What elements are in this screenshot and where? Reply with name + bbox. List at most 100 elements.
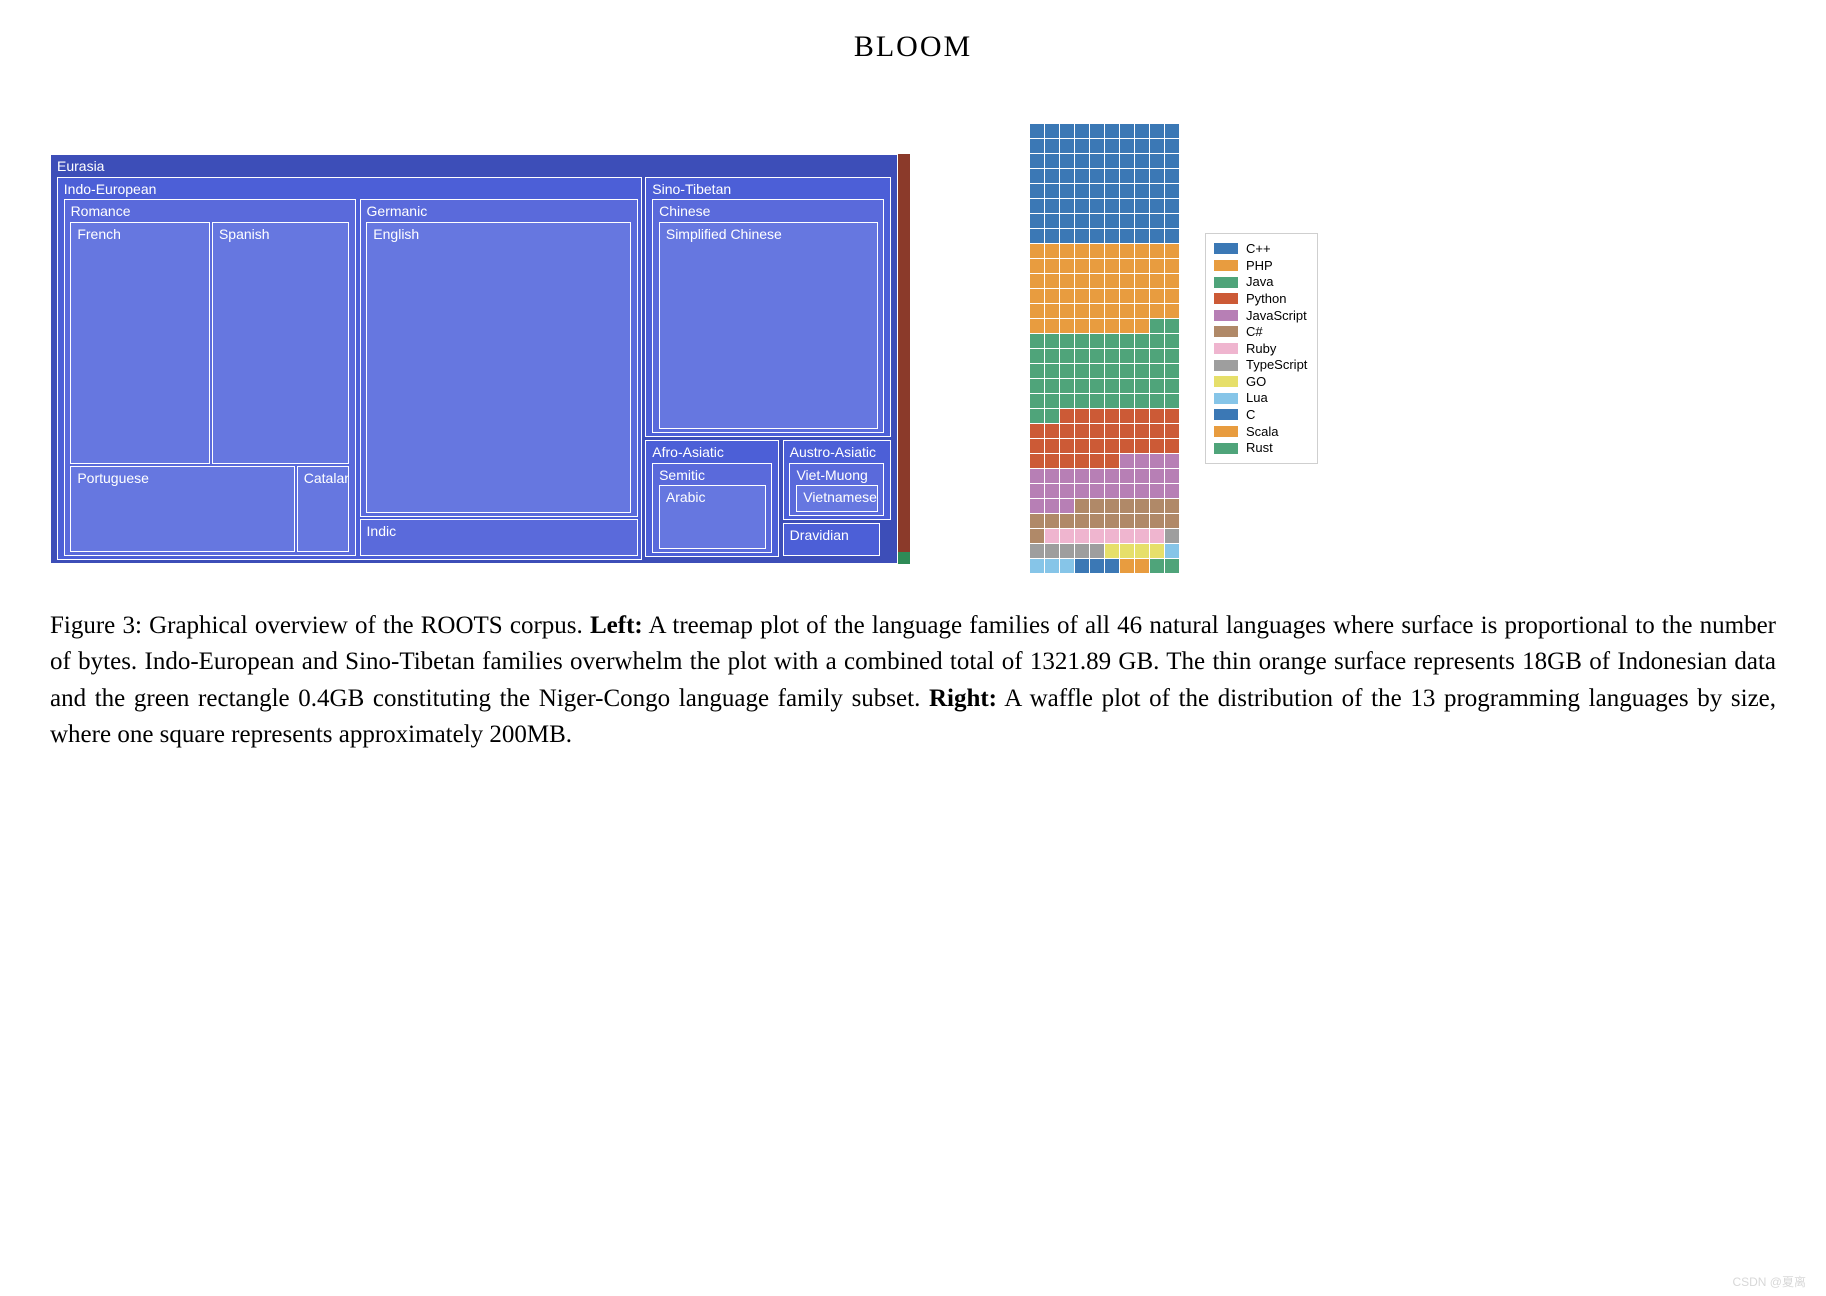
waffle-cell xyxy=(1075,289,1089,303)
legend-label: PHP xyxy=(1246,258,1273,274)
legend-row: Scala xyxy=(1214,424,1307,440)
waffle-cell xyxy=(1060,559,1074,573)
legend-row: C# xyxy=(1214,324,1307,340)
waffle-cell xyxy=(1120,124,1134,138)
waffle-cell xyxy=(1075,379,1089,393)
waffle-cell xyxy=(1120,364,1134,378)
waffle-cell xyxy=(1045,319,1059,333)
waffle-cell xyxy=(1075,469,1089,483)
side-strip-orange xyxy=(898,154,910,552)
waffle-cell xyxy=(1105,514,1119,528)
waffle-cell xyxy=(1060,319,1074,333)
waffle-cell xyxy=(1030,499,1044,513)
waffle-cell xyxy=(1090,214,1104,228)
waffle-cell xyxy=(1075,319,1089,333)
waffle-cell xyxy=(1090,259,1104,273)
legend-row: Lua xyxy=(1214,390,1307,406)
waffle-cell xyxy=(1105,454,1119,468)
waffle-cell xyxy=(1060,304,1074,318)
waffle-cell xyxy=(1105,154,1119,168)
waffle-cell xyxy=(1165,529,1179,543)
waffle-cell xyxy=(1090,544,1104,558)
waffle-cell xyxy=(1105,139,1119,153)
waffle-cell xyxy=(1150,559,1164,573)
waffle-cell xyxy=(1030,199,1044,213)
waffle-cell xyxy=(1135,349,1149,363)
waffle-cell xyxy=(1165,409,1179,423)
waffle-cell xyxy=(1105,274,1119,288)
waffle-cell xyxy=(1060,334,1074,348)
waffle-cell xyxy=(1045,394,1059,408)
waffle-cell xyxy=(1045,199,1059,213)
waffle-cell xyxy=(1105,244,1119,258)
legend-row: JavaScript xyxy=(1214,308,1307,324)
waffle-cell xyxy=(1060,364,1074,378)
waffle-cell xyxy=(1045,274,1059,288)
waffle-chart xyxy=(1030,124,1180,573)
waffle-cell xyxy=(1165,214,1179,228)
waffle-cell xyxy=(1120,289,1134,303)
waffle-cell xyxy=(1090,304,1104,318)
waffle-cell xyxy=(1030,514,1044,528)
waffle-cell xyxy=(1075,394,1089,408)
waffle-cell xyxy=(1030,439,1044,453)
waffle-cell xyxy=(1120,319,1134,333)
waffle-cell xyxy=(1090,514,1104,528)
waffle-cell xyxy=(1030,169,1044,183)
caption-right-label: Right: xyxy=(929,685,997,712)
waffle-cell xyxy=(1135,409,1149,423)
legend-label: JavaScript xyxy=(1246,308,1307,324)
waffle-cell xyxy=(1090,169,1104,183)
waffle-cell xyxy=(1120,544,1134,558)
waffle-cell xyxy=(1030,409,1044,423)
waffle-cell xyxy=(1135,169,1149,183)
waffle-cell xyxy=(1165,454,1179,468)
waffle-cell xyxy=(1030,349,1044,363)
waffle-cell xyxy=(1135,484,1149,498)
waffle-cell xyxy=(1150,409,1164,423)
waffle-cell xyxy=(1030,274,1044,288)
legend-label: Rust xyxy=(1246,440,1273,456)
treemap-box-simplified-chinese: Simplified Chinese xyxy=(659,222,878,429)
waffle-cell xyxy=(1105,169,1119,183)
waffle-cell xyxy=(1165,394,1179,408)
waffle-cell xyxy=(1135,139,1149,153)
legend-swatch xyxy=(1214,443,1238,454)
waffle-cell xyxy=(1150,184,1164,198)
waffle-cell xyxy=(1030,154,1044,168)
figure-container: EurasiaIndo-EuropeanRomanceFrenchSpanish… xyxy=(40,154,1786,573)
waffle-cell xyxy=(1030,244,1044,258)
waffle-cell xyxy=(1045,364,1059,378)
waffle-cell xyxy=(1150,544,1164,558)
waffle-cell xyxy=(1045,154,1059,168)
waffle-cell xyxy=(1150,349,1164,363)
waffle-cell xyxy=(1030,289,1044,303)
waffle-cell xyxy=(1075,529,1089,543)
waffle-cell xyxy=(1120,259,1134,273)
waffle-cell xyxy=(1090,184,1104,198)
waffle-cell xyxy=(1075,169,1089,183)
waffle-cell xyxy=(1045,544,1059,558)
legend-row: Ruby xyxy=(1214,341,1307,357)
legend-label: TypeScript xyxy=(1246,357,1307,373)
waffle-cell xyxy=(1135,304,1149,318)
waffle-cell xyxy=(1120,229,1134,243)
waffle-cell xyxy=(1060,454,1074,468)
legend-row: C xyxy=(1214,407,1307,423)
waffle-cell xyxy=(1135,229,1149,243)
waffle-cell xyxy=(1030,529,1044,543)
waffle-cell xyxy=(1045,559,1059,573)
waffle-cell xyxy=(1030,544,1044,558)
waffle-cell xyxy=(1105,484,1119,498)
waffle-cell xyxy=(1030,364,1044,378)
waffle-cell xyxy=(1090,349,1104,363)
waffle-cell xyxy=(1105,214,1119,228)
waffle-cell xyxy=(1090,229,1104,243)
waffle-cell xyxy=(1045,334,1059,348)
waffle-cell xyxy=(1045,409,1059,423)
legend-row: GO xyxy=(1214,374,1307,390)
waffle-cell xyxy=(1045,454,1059,468)
waffle-cell xyxy=(1150,394,1164,408)
waffle-cell xyxy=(1150,214,1164,228)
waffle-cell xyxy=(1090,424,1104,438)
